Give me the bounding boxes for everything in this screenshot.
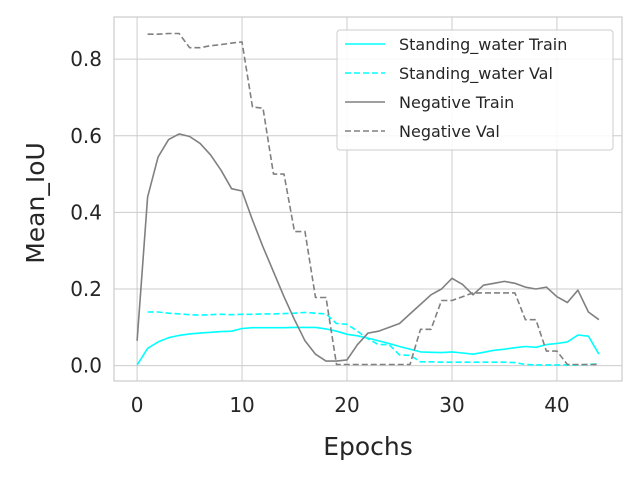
y-tick-label: 0.0 [70,354,102,378]
series-line-1 [147,311,599,366]
plot-border [113,16,623,382]
legend-label: Negative Train [399,93,514,112]
y-tick-label: 0.8 [70,47,102,71]
y-tick-label: 0.4 [70,200,102,224]
x-tick-label: 40 [544,393,569,417]
x-axis-label: Epochs [323,432,413,461]
plot-frame [113,16,623,382]
legend-label: Standing_water Val [399,64,553,84]
y-tick-label: 0.2 [70,277,102,301]
x-tick-label: 0 [131,393,144,417]
series-lines [136,32,600,366]
x-tick-label: 10 [229,393,254,417]
y-tick-labels: 0.0 0.2 0.4 0.6 0.8 [70,47,102,378]
legend: Standing_water Train Standing_water Val Ne… [336,29,614,151]
series-line-3 [147,32,599,366]
x-tick-label: 30 [439,393,464,417]
x-tick-label: 20 [334,393,359,417]
series-line-2 [136,133,600,362]
legend-label: Standing_water Train [399,35,567,55]
y-axis-label: Mean_IoU [21,142,50,264]
x-tick-labels: 0 10 20 30 40 [131,393,570,417]
y-tick-label: 0.6 [70,124,102,148]
legend-box [336,29,614,151]
legend-label: Negative Val [399,122,500,141]
